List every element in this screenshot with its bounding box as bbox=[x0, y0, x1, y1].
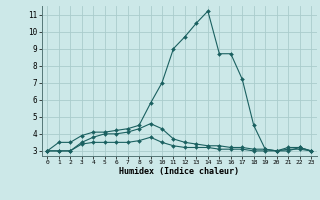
X-axis label: Humidex (Indice chaleur): Humidex (Indice chaleur) bbox=[119, 167, 239, 176]
